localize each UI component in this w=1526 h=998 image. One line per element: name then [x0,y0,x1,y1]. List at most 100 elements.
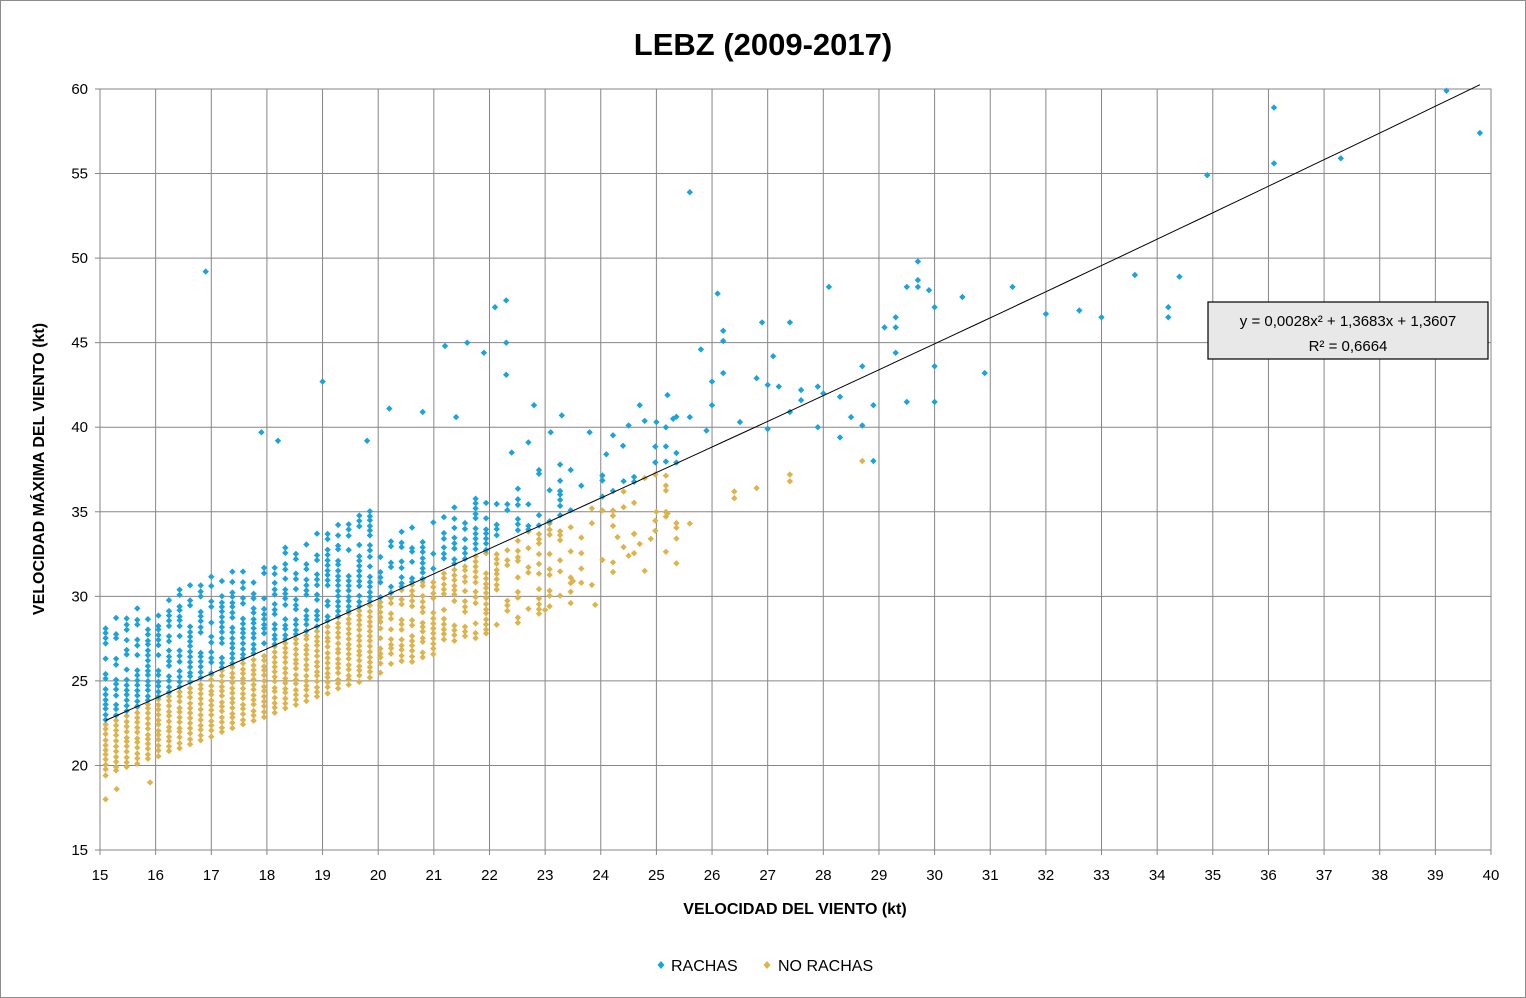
point-no-rachas [229,699,236,706]
point-rachas [313,530,321,537]
point-no-rachas [430,625,437,632]
point-no-rachas [430,645,437,652]
point-rachas [356,578,363,585]
point-no-rachas [387,650,395,657]
point-rachas [697,346,705,353]
point-rachas [123,702,130,709]
x-tick-label: 32 [1038,867,1055,884]
point-rachas [134,687,141,694]
point-rachas [197,669,204,676]
point-no-rachas [472,620,479,627]
point-no-rachas [377,609,384,616]
point-rachas [134,605,141,612]
point-rachas [440,544,448,551]
point-no-rachas [673,519,680,527]
point-no-rachas [461,587,469,595]
point-no-rachas [303,646,310,653]
point-no-rachas [599,556,606,564]
point-rachas [356,582,363,590]
legend: RACHAS NO RACHAS [657,958,873,975]
point-no-rachas [419,604,426,611]
point-rachas [472,505,479,512]
point-rachas [981,369,988,377]
point-no-rachas [134,744,141,751]
point-no-rachas [366,628,374,635]
point-no-rachas [313,658,321,666]
point-rachas [134,677,141,684]
point-no-rachas [334,649,342,657]
point-rachas [797,397,805,404]
point-rachas [366,563,374,570]
point-rachas [366,597,374,605]
point-no-rachas [652,527,659,534]
point-no-rachas [514,594,522,601]
point-rachas [366,553,374,560]
point-rachas [260,621,268,628]
point-no-rachas [430,635,437,642]
point-rachas [366,547,374,554]
point-rachas [1098,314,1105,321]
point-no-rachas [334,669,342,677]
point-no-rachas [556,531,564,539]
point-rachas [525,526,532,533]
point-no-rachas [123,718,130,725]
point-no-rachas [239,701,247,708]
point-no-rachas [218,687,226,695]
point-no-rachas [102,761,109,768]
point-no-rachas [440,590,448,598]
point-rachas [870,402,877,409]
point-no-rachas [313,663,321,670]
point-rachas [165,658,173,665]
point-rachas [556,512,564,519]
point-rachas [398,539,405,546]
point-no-rachas [250,666,257,674]
point-rachas [165,617,173,624]
point-no-rachas [461,628,469,635]
point-rachas [441,342,449,350]
point-no-rachas [282,695,289,702]
x-tick-label: 28 [815,867,832,884]
point-no-rachas [334,676,342,683]
point-no-rachas [324,670,331,677]
point-no-rachas [123,754,130,761]
point-no-rachas [588,581,596,589]
point-no-rachas [123,748,130,755]
point-rachas [176,658,183,665]
point-rachas [387,563,395,571]
point-rachas [419,548,426,556]
point-no-rachas [408,592,416,599]
y-tick-label: 45 [71,335,88,352]
point-rachas [112,634,120,642]
point-no-rachas [282,700,289,707]
point-no-rachas [398,621,405,628]
point-no-rachas [567,588,574,595]
point-no-rachas [229,679,236,686]
point-no-rachas [493,570,500,578]
point-no-rachas [419,649,426,656]
point-rachas [609,487,617,495]
point-no-rachas [609,568,617,576]
point-no-rachas [112,727,120,734]
point-no-rachas [440,615,448,623]
point-no-rachas [303,672,310,680]
grid [95,88,1492,855]
point-no-rachas [218,724,226,731]
x-tick-label: 33 [1093,867,1110,884]
point-rachas [482,530,490,537]
point-no-rachas [514,574,522,581]
point-no-rachas [313,668,321,676]
point-rachas [546,487,553,494]
point-no-rachas [102,751,109,758]
x-tick-label: 16 [147,867,164,884]
point-no-rachas [377,618,384,626]
point-rachas [377,579,384,586]
point-rachas [144,677,152,685]
point-no-rachas [461,632,469,640]
point-rachas [324,617,331,624]
point-no-rachas [482,626,490,633]
point-rachas [636,402,643,409]
point-no-rachas [165,702,173,710]
point-no-rachas [165,708,173,715]
point-rachas [134,672,141,679]
